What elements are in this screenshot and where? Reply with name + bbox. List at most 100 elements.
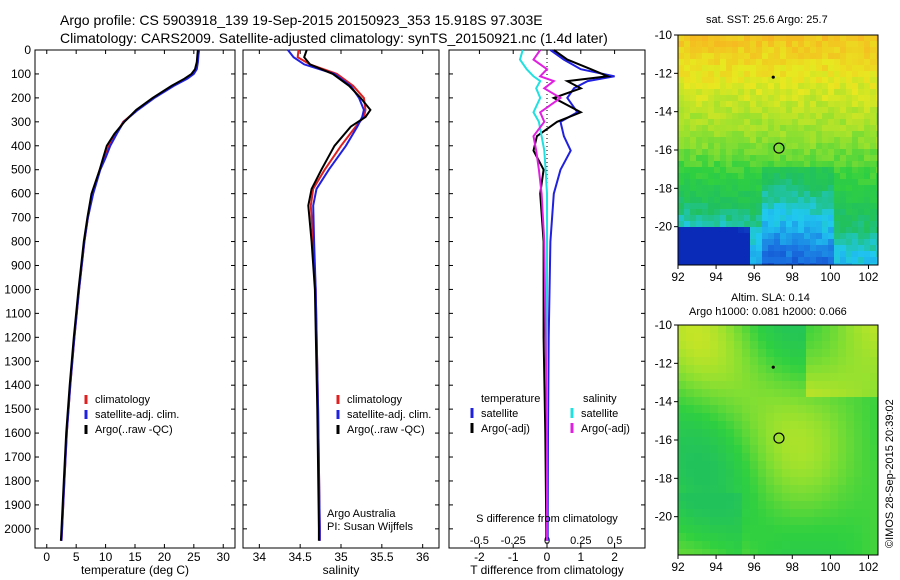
- sla-map-cell: [790, 325, 799, 334]
- sst-map-cell: [768, 131, 775, 138]
- sla-map-cell: [758, 397, 767, 406]
- sst-map-lat-tick-label: -12: [655, 66, 673, 80]
- sla-map-cell: [734, 365, 743, 374]
- sla-map-cell: [718, 325, 727, 334]
- sla-map-cell: [790, 469, 799, 478]
- difference-series-s-argo-adj: [532, 49, 563, 541]
- sst-map-cell: [732, 71, 739, 78]
- sla-map-cell: [718, 525, 727, 534]
- sst-map-cell: [732, 203, 739, 210]
- sst-map-cell: [834, 221, 841, 228]
- sla-map-cell: [798, 461, 807, 470]
- sla-map-cell: [694, 429, 703, 438]
- sst-map-cell: [870, 233, 877, 240]
- sst-map-cell: [756, 191, 763, 198]
- sst-map-cell: [846, 113, 853, 120]
- sst-map-cell: [852, 101, 859, 108]
- sst-map-cell: [846, 35, 853, 42]
- sla-map-cell: [718, 421, 727, 430]
- sst-map-cell: [780, 263, 787, 266]
- sst-map-cell: [762, 263, 769, 266]
- sst-map-cell: [714, 251, 721, 258]
- sst-map-cell: [690, 47, 697, 54]
- sst-map-cell: [678, 167, 685, 174]
- sst-map-cell: [846, 221, 853, 228]
- sla-map-cell: [734, 437, 743, 446]
- sla-map-cell: [862, 405, 871, 414]
- sst-map-cell: [732, 233, 739, 240]
- sst-map-cell: [792, 65, 799, 72]
- sst-map-cell: [768, 161, 775, 168]
- sst-map-cell: [864, 203, 871, 210]
- sst-map-cell: [684, 263, 691, 266]
- sst-map-cell: [744, 137, 751, 144]
- sst-map-cell: [678, 257, 685, 264]
- sst-map-cell: [786, 41, 793, 48]
- difference-series-s-satellite: [518, 49, 548, 541]
- sla-map-cell: [790, 533, 799, 542]
- sla-map-cell: [734, 445, 743, 454]
- sla-map-cell: [734, 525, 743, 534]
- sst-map-cell: [792, 59, 799, 66]
- sst-map-cell: [804, 71, 811, 78]
- credit-line-2: PI: Susan Wijffels: [327, 521, 413, 533]
- sst-map-cell: [708, 245, 715, 252]
- sst-map-cell: [696, 197, 703, 204]
- sst-map-cell: [732, 101, 739, 108]
- sst-map-cell: [828, 233, 835, 240]
- sst-map-cell: [744, 185, 751, 192]
- sst-map-cell: [720, 59, 727, 66]
- sla-map-cell: [750, 381, 759, 390]
- sst-map-cell: [792, 77, 799, 84]
- sst-map-lon-tick-label: 96: [748, 270, 762, 284]
- sst-map-cell: [726, 137, 733, 144]
- sst-map-cell: [768, 209, 775, 216]
- sla-map-cell: [766, 389, 775, 398]
- sla-map-cell: [742, 341, 751, 350]
- sst-map-cell: [726, 71, 733, 78]
- sst-map-cell: [834, 47, 841, 54]
- sla-map-cell: [854, 493, 863, 502]
- sla-map-cell: [798, 437, 807, 446]
- sst-map-cell: [678, 173, 685, 180]
- sst-map-cell: [876, 59, 879, 66]
- sla-map-cell: [854, 349, 863, 358]
- sst-map-cell: [792, 191, 799, 198]
- sla-map-cell: [734, 517, 743, 526]
- sst-map-cell: [780, 173, 787, 180]
- sla-map-cell: [806, 413, 815, 422]
- sla-map-cell: [742, 405, 751, 414]
- sst-map-cell: [726, 83, 733, 90]
- sst-map-cell: [870, 245, 877, 252]
- sla-map-cell: [766, 541, 775, 550]
- sla-map-cell: [806, 405, 815, 414]
- sst-map-cell: [834, 239, 841, 246]
- sla-map-cell: [686, 453, 695, 462]
- sla-map-cell: [814, 325, 823, 334]
- sst-map-cell: [714, 245, 721, 252]
- sst-map-cell: [726, 53, 733, 60]
- sla-map-cell: [774, 397, 783, 406]
- temperature-series-climatology: [60, 49, 200, 541]
- sst-map-cell: [858, 119, 865, 126]
- sst-map-cell: [714, 53, 721, 60]
- sla-map-cell: [854, 389, 863, 398]
- sla-map-cell: [790, 437, 799, 446]
- sla-map-lat-tick-label: -18: [655, 471, 673, 485]
- sla-map-cell: [798, 421, 807, 430]
- temperature-legend-label: Argo(..raw -QC): [95, 424, 173, 436]
- sla-map-cell: [838, 389, 847, 398]
- sst-map-cell: [840, 59, 847, 66]
- sst-map-cell: [738, 197, 745, 204]
- sst-map-cell: [792, 83, 799, 90]
- sst-map-cell: [750, 95, 757, 102]
- sst-map-cell: [768, 71, 775, 78]
- sst-map-cell: [714, 167, 721, 174]
- sla-map-cell: [702, 373, 711, 382]
- sst-map-cell: [756, 257, 763, 264]
- sst-map-cell: [762, 77, 769, 84]
- sla-map-cell: [702, 325, 711, 334]
- sst-map-cell: [708, 89, 715, 96]
- sst-map-cell: [822, 221, 829, 228]
- sla-map-title-2: Argo h1000: 0.081 h2000: 0.066: [689, 306, 847, 318]
